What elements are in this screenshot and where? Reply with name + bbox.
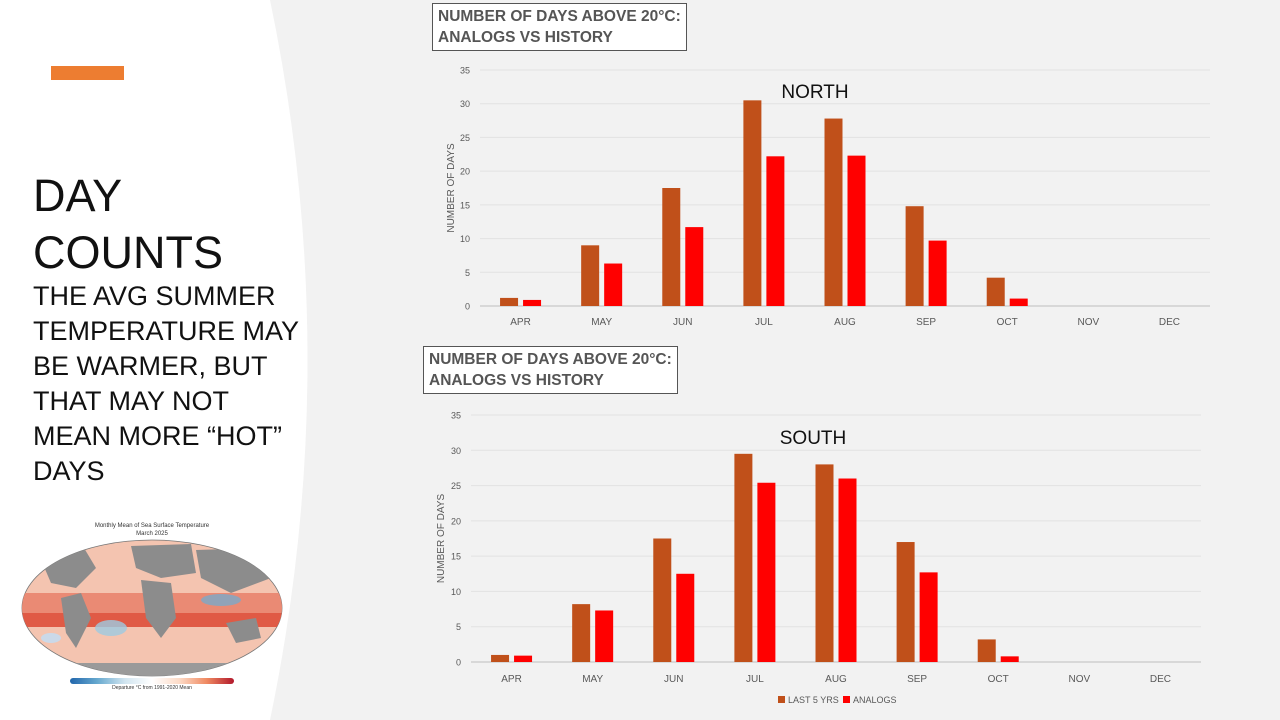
north-header-line2: ANALOGS VS HISTORY (438, 29, 613, 46)
north-y-axis-label: NUMBER OF DAYS (446, 143, 457, 233)
south-bar-analogs-jun (676, 573, 695, 662)
south-chart-header: NUMBER OF DAYS ABOVE 20°C: ANALOGS VS HI… (423, 346, 678, 394)
south-bar-last5-oct (977, 639, 996, 662)
north-chart-svg: 0 5 10 15 20 25 30 35 NUMBER OF DAYS NORTH APR MAY J… (446, 66, 1210, 328)
north-bar-last5-oct (986, 277, 1005, 306)
north-bar-analogs-jun (685, 227, 704, 306)
south-bar-analogs-jul (757, 482, 776, 662)
north-chart-header: NUMBER OF DAYS ABOVE 20°C: ANALOGS VS HI… (432, 3, 687, 51)
north-chart-title: NORTH (781, 82, 848, 103)
map-title: Monthly Mean of Sea Surface Temperature … (30, 522, 274, 538)
south-bar-analogs-oct (1000, 656, 1019, 662)
south-x-tick-label: NOV (1068, 674, 1090, 685)
map-legend-caption: Departure °C from 1991-2020 Mean (112, 685, 192, 691)
north-x-tick-label: APR (510, 317, 531, 328)
south-y-tick-label: 35 (451, 411, 461, 421)
slide-subtitle: THE AVG SUMMER TEMPERATURE MAY BE WARMER… (33, 281, 299, 486)
north-x-tick-label: AUG (834, 317, 856, 328)
north-x-tick-label: JUN (673, 317, 692, 328)
south-bar-last5-sep (896, 542, 915, 662)
south-legend-swatch (778, 696, 785, 703)
south-x-tick-label: DEC (1150, 674, 1171, 685)
south-bar-analogs-may (595, 610, 614, 662)
north-bar-last5-jun (662, 188, 681, 306)
accent-bar (51, 66, 124, 80)
north-y-tick-label: 15 (460, 200, 470, 210)
south-y-tick-label: 30 (451, 446, 461, 456)
north-bar-analogs-oct (1009, 298, 1028, 306)
north-header-line1: NUMBER OF DAYS ABOVE 20°C: (438, 8, 681, 25)
south-header-line2: ANALOGS VS HISTORY (429, 372, 604, 389)
north-bar-last5-may (581, 245, 600, 306)
north-bar-last5-sep (905, 206, 924, 306)
north-x-tick-label: SEP (916, 317, 936, 328)
south-chart: 0 5 10 15 20 25 30 35 NUMBER OF DAYS SOUTH APR MAY J… (420, 400, 1220, 715)
south-bar-last5-jul (734, 453, 753, 662)
south-chart-title: SOUTH (780, 428, 847, 449)
south-bar-last5-may (572, 604, 591, 662)
south-bar-last5-jun (653, 538, 672, 662)
north-bar-analogs-may (604, 263, 623, 306)
slide-title-line1: DAY (33, 170, 123, 221)
north-bar-analogs-aug (847, 155, 866, 306)
north-bar-last5-apr (500, 297, 519, 306)
north-x-tick-label: OCT (997, 317, 1018, 328)
south-x-tick-label: OCT (988, 674, 1009, 685)
south-y-tick-label: 15 (451, 552, 461, 562)
south-legend-label: LAST 5 YRS (788, 695, 839, 705)
south-y-tick-label: 5 (456, 622, 461, 632)
north-x-tick-label: DEC (1159, 317, 1180, 328)
north-y-tick-label: 5 (465, 268, 470, 278)
map-title-line2: March 2025 (136, 531, 168, 537)
south-bar-last5-apr (491, 654, 510, 662)
north-bar-last5-jul (743, 100, 762, 306)
north-bar-analogs-sep (928, 240, 947, 306)
south-legend-swatch (843, 696, 850, 703)
north-bar-last5-aug (824, 118, 843, 306)
south-y-tick-label: 10 (451, 587, 461, 597)
slide-title: DAY COUNTS (33, 167, 223, 281)
south-y-axis-label: NUMBER OF DAYS (436, 494, 447, 584)
map-legend: Departure °C from 1991-2020 Mean (70, 678, 234, 691)
south-chart-svg: 0 5 10 15 20 25 30 35 NUMBER OF DAYS SOUTH APR MAY J… (436, 411, 1201, 705)
south-y-tick-label: 25 (451, 481, 461, 491)
north-bar-analogs-apr (523, 299, 542, 306)
slide-title-line2: COUNTS (33, 227, 223, 278)
south-x-tick-label: AUG (825, 674, 847, 685)
sst-map-image (21, 539, 283, 677)
south-bar-last5-aug (815, 464, 834, 662)
map-legend-colorbar (70, 678, 234, 684)
north-x-tick-label: MAY (591, 317, 612, 328)
south-x-tick-label: APR (501, 674, 522, 685)
south-x-tick-label: MAY (582, 674, 603, 685)
north-y-tick-label: 30 (460, 99, 470, 109)
south-bar-analogs-apr (514, 655, 533, 662)
map-title-line1: Monthly Mean of Sea Surface Temperature (94, 523, 210, 529)
north-y-tick-label: 0 (465, 302, 470, 312)
south-x-tick-label: JUL (746, 674, 764, 685)
south-header-line1: NUMBER OF DAYS ABOVE 20°C: (429, 351, 672, 368)
south-y-tick-label: 20 (451, 516, 461, 526)
north-y-tick-label: 20 (460, 167, 470, 177)
north-bar-analogs-jul (766, 156, 785, 306)
north-y-tick-label: 35 (460, 66, 470, 76)
south-x-tick-label: JUN (664, 674, 683, 685)
north-y-tick-label: 25 (460, 133, 470, 143)
north-y-tick-label: 10 (460, 234, 470, 244)
south-bar-analogs-sep (919, 572, 938, 662)
south-bar-analogs-aug (838, 478, 857, 662)
north-chart: 0 5 10 15 20 25 30 35 NUMBER OF DAYS NORTH APR MAY J… (420, 52, 1220, 347)
south-y-tick-label: 0 (456, 658, 461, 668)
north-x-tick-label: JUL (755, 317, 773, 328)
north-x-tick-label: NOV (1077, 317, 1099, 328)
south-legend-label: ANALOGS (853, 695, 897, 705)
south-x-tick-label: SEP (907, 674, 927, 685)
